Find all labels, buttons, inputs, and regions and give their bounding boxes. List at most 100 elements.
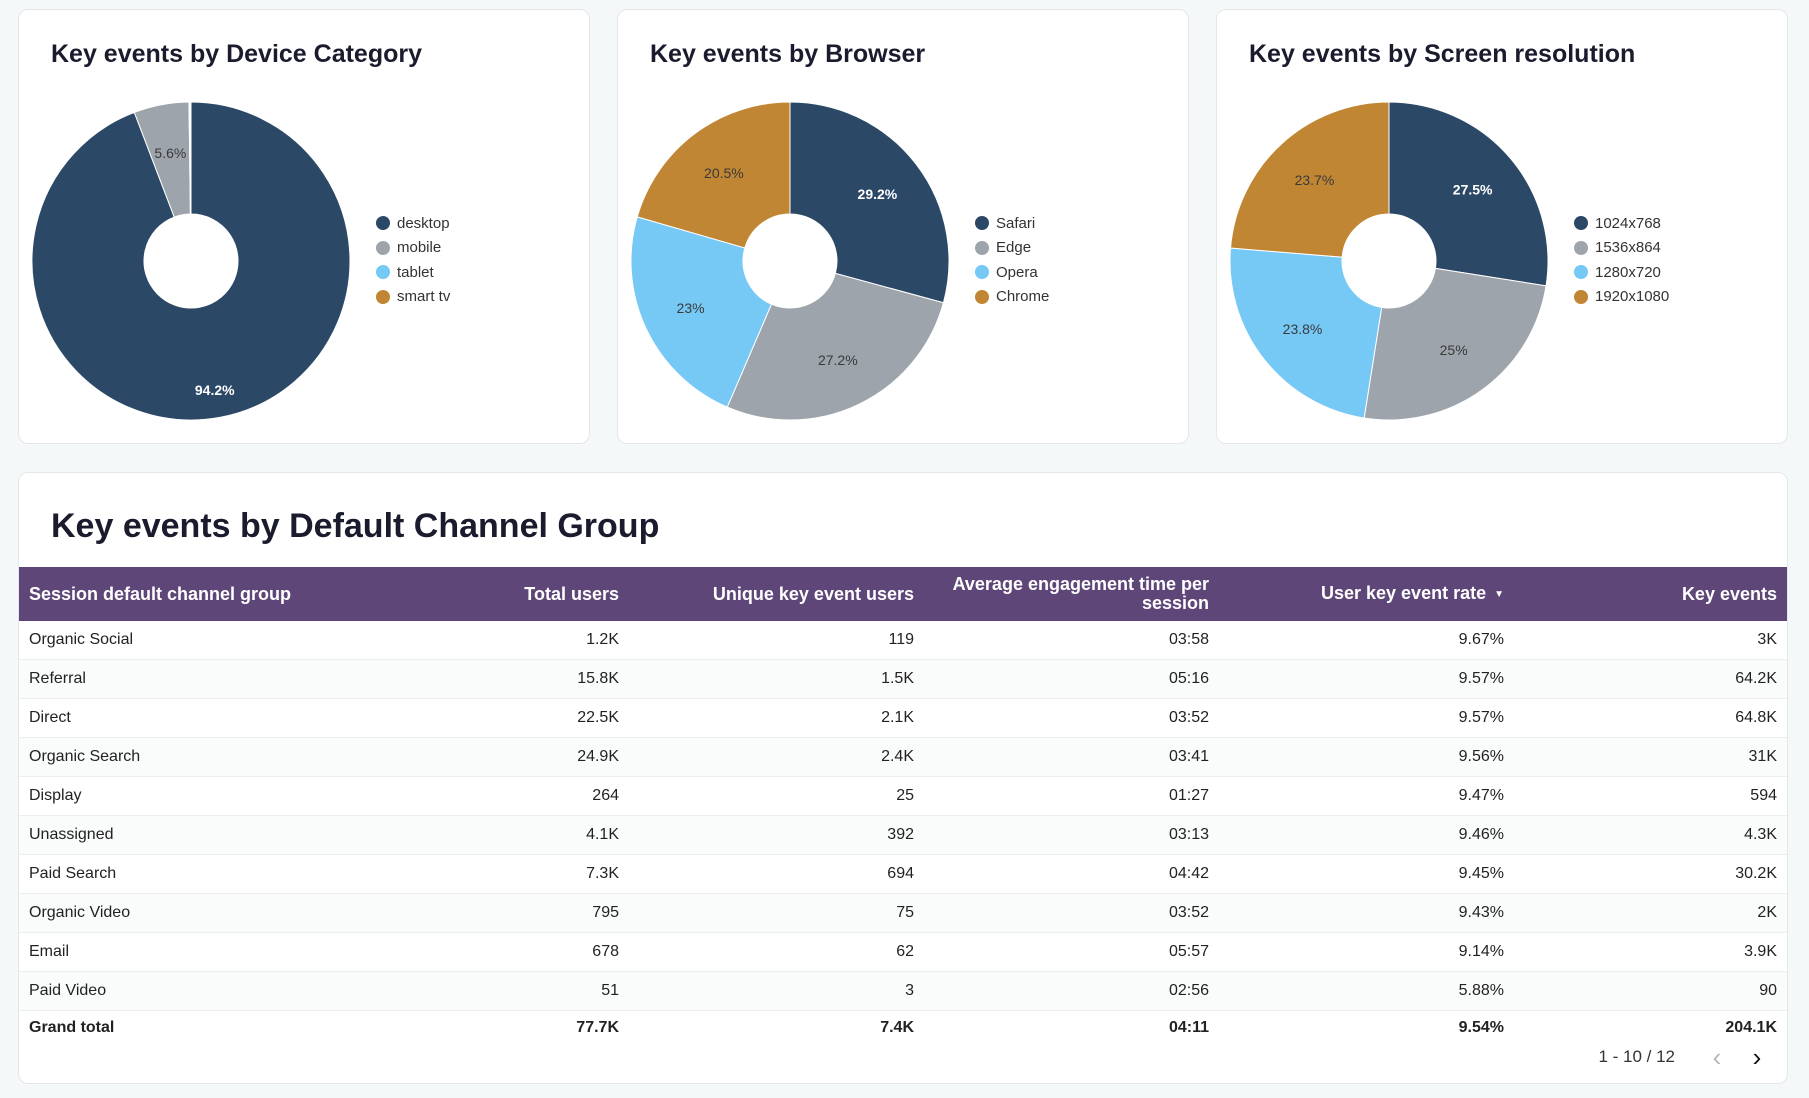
table-row[interactable]: Direct 22.5K 2.1K 03:52 9.57% 64.8K [19, 698, 1787, 738]
legend-item[interactable]: desktop [376, 211, 450, 236]
table-cell: Unassigned [19, 815, 429, 855]
legend-item[interactable]: Opera [975, 260, 1049, 285]
table-cell: 2.1K [629, 698, 924, 738]
table-cell: 4.1K [429, 815, 629, 855]
grand-total-key-events: 204.1K [1514, 1010, 1787, 1045]
table-cell: 2K [1514, 893, 1787, 933]
legend-item[interactable]: smart tv [376, 285, 450, 310]
channel-group-title: Key events by Default Channel Group [51, 507, 660, 545]
table-cell: 119 [629, 621, 924, 660]
col-header-user-key-event-rate[interactable]: User key event rate ▼ [1320, 583, 1504, 604]
table-cell: Organic Video [19, 893, 429, 933]
device-category-legend: desktop mobile tablet smart tv [376, 211, 450, 309]
pie-slice-1536x864[interactable] [1363, 267, 1547, 421]
table-row[interactable]: Paid Video 51 3 02:56 5.88% 90 [19, 971, 1787, 1011]
legend-swatch-icon [1574, 289, 1588, 304]
table-cell: 9.45% [1219, 854, 1514, 894]
table-cell: 9.46% [1219, 815, 1514, 855]
sort-desc-icon[interactable]: ▼ [1494, 588, 1504, 600]
col-header-avg-engagement-time[interactable]: Average engagement time per session [952, 574, 1209, 613]
legend-item[interactable]: 1280x720 [1574, 260, 1669, 285]
grand-total-user-key-event-rate: 9.54% [1219, 1010, 1514, 1045]
table-row[interactable]: Organic Social 1.2K 119 03:58 9.67% 3K [19, 621, 1787, 660]
device-category-pie[interactable]: 94.2% 5.6% [19, 10, 591, 445]
legend-item[interactable]: mobile [376, 236, 450, 261]
table-cell: 3K [1514, 621, 1787, 660]
table-row[interactable]: Organic Video 795 75 03:52 9.43% 2K [19, 893, 1787, 933]
table-row[interactable]: Email 678 62 05:57 9.14% 3.9K [19, 932, 1787, 972]
pie-slice-safari[interactable] [789, 101, 950, 304]
legend-swatch-icon [376, 240, 390, 255]
table-cell: Paid Video [19, 971, 429, 1011]
table-cell: 9.43% [1219, 893, 1514, 933]
table-cell: 64.8K [1514, 698, 1787, 738]
table-cell: Referral [19, 659, 429, 699]
legend-swatch-icon [376, 289, 390, 304]
pie-slice-1920x1080[interactable] [1229, 101, 1390, 258]
table-cell: 1.2K [429, 621, 629, 660]
pie-data-label: 27.5% [1453, 182, 1493, 198]
table-row[interactable]: Unassigned 4.1K 392 03:13 9.46% 4.3K [19, 815, 1787, 855]
legend-label: 1920x1080 [1595, 288, 1670, 306]
table-cell: 62 [629, 932, 924, 972]
pie-slice-smart-tv[interactable] [189, 101, 192, 215]
table-row[interactable]: Display 264 25 01:27 9.47% 594 [19, 776, 1787, 816]
table-cell: 03:52 [924, 893, 1219, 933]
table-header-row: Session default channel group Total user… [19, 567, 1787, 621]
legend-item[interactable]: Chrome [975, 285, 1049, 310]
legend-item[interactable]: 1920x1080 [1574, 285, 1669, 310]
legend-label: 1280x720 [1595, 263, 1661, 281]
screen-resolution-title: Key events by Screen resolution [1249, 40, 1636, 68]
table-cell: Direct [19, 698, 429, 738]
legend-item[interactable]: 1024x768 [1574, 211, 1669, 236]
legend-item[interactable]: 1536x864 [1574, 236, 1669, 261]
table-cell: 3.9K [1514, 932, 1787, 972]
screen-resolution-pie[interactable]: 27.5% 25% 23.8% 23.7% [1217, 10, 1789, 445]
table-cell: 2.4K [629, 737, 924, 777]
legend-label: 1024x768 [1595, 214, 1661, 232]
browser-legend: Safari Edge Opera Chrome [975, 211, 1049, 309]
legend-swatch-icon [376, 216, 390, 231]
pie-slice-1280x720[interactable] [1229, 247, 1383, 419]
table-cell: 03:13 [924, 815, 1219, 855]
pagination: 1 - 10 / 12 ‹ › [1598, 1039, 1777, 1075]
table-row[interactable]: Referral 15.8K 1.5K 05:16 9.57% 64.2K [19, 659, 1787, 699]
legend-item[interactable]: Safari [975, 211, 1049, 236]
legend-item[interactable]: Edge [975, 236, 1049, 261]
legend-label: Opera [996, 263, 1038, 281]
legend-label: 1536x864 [1595, 239, 1661, 257]
pagination-label: 1 - 10 / 12 [1598, 1047, 1675, 1066]
table-cell: 03:52 [924, 698, 1219, 738]
col-header-unique-key-event-users[interactable]: Unique key event users [712, 583, 914, 604]
pie-slice-1024x768[interactable] [1388, 101, 1549, 287]
pie-slice-opera[interactable] [630, 216, 773, 408]
table-cell: 51 [429, 971, 629, 1011]
col-header-key-events[interactable]: Key events [1681, 583, 1777, 604]
table-cell: 04:42 [924, 854, 1219, 894]
browser-pie[interactable]: 29.2% 27.2% 23% 20.5% [618, 10, 1190, 445]
table-cell: 3 [629, 971, 924, 1011]
table-cell: 9.14% [1219, 932, 1514, 972]
table-cell: Organic Search [19, 737, 429, 777]
col-header-channel-group[interactable]: Session default channel group [29, 583, 292, 604]
browser-title: Key events by Browser [650, 40, 926, 68]
prev-page-button[interactable]: ‹ [1697, 1039, 1737, 1075]
table-cell: 02:56 [924, 971, 1219, 1011]
pie-slice-chrome[interactable] [636, 101, 791, 249]
table-row[interactable]: Organic Search 24.9K 2.4K 03:41 9.56% 31K [19, 737, 1787, 777]
table-cell: Email [19, 932, 429, 972]
table-cell: Paid Search [19, 854, 429, 894]
table-cell: 392 [629, 815, 924, 855]
next-page-button[interactable]: › [1737, 1039, 1777, 1075]
legend-item[interactable]: tablet [376, 260, 450, 285]
pie-slice-edge[interactable] [726, 272, 945, 421]
table-cell: 01:27 [924, 776, 1219, 816]
table-row[interactable]: Paid Search 7.3K 694 04:42 9.45% 30.2K [19, 854, 1787, 894]
pie-slice-desktop[interactable] [31, 101, 351, 421]
channel-group-card: Key events by Default Channel Group Sess… [18, 472, 1788, 1084]
table-cell: Organic Social [19, 621, 429, 660]
table-cell: 90 [1514, 971, 1787, 1011]
table-cell: 9.67% [1219, 621, 1514, 660]
col-header-total-users[interactable]: Total users [524, 583, 619, 604]
table-cell: 264 [429, 776, 629, 816]
